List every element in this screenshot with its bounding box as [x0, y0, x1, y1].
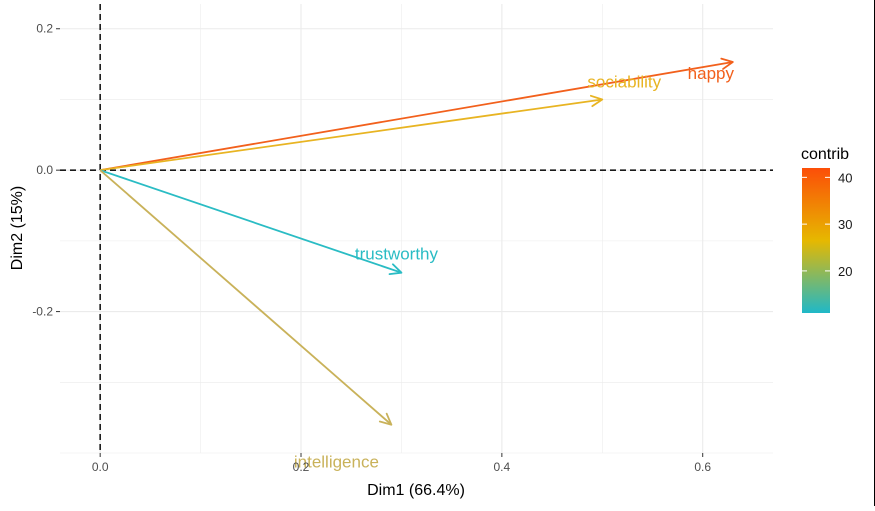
y-tick-label: -0.2	[32, 305, 53, 319]
arrow-trustworthy	[99, 169, 402, 274]
arrow-happy	[100, 61, 733, 172]
arrowhead-happy	[720, 57, 734, 70]
legend-tick-label: 40	[838, 170, 852, 185]
arrowhead-sociability	[589, 94, 604, 108]
legend-tick-label: 20	[838, 264, 852, 279]
x-tick-label: 0.6	[694, 460, 711, 474]
plot-panel	[60, 4, 773, 453]
legend-colorbar	[802, 168, 830, 313]
reference-lines	[60, 4, 773, 453]
x-axis-title: Dim1 (66.4%)	[367, 482, 465, 499]
y-axis-title: Dim2 (15%)	[9, 186, 26, 270]
y-tick-label: 0.0	[36, 163, 53, 177]
arrowhead-intelligence	[378, 412, 393, 426]
legend: contrib 20 30 40	[801, 146, 852, 313]
grid	[60, 4, 773, 454]
x-tick-label: 0.0	[92, 460, 109, 474]
x-tick-label: 0.2	[293, 460, 310, 474]
y-tick-label: 0.2	[36, 22, 53, 36]
label-trustworthy: trustworthy	[355, 245, 439, 264]
label-intelligence: intelligence	[294, 453, 379, 472]
legend-title: contrib	[801, 146, 849, 163]
label-happy: happy	[688, 64, 735, 83]
arrow-intelligence	[99, 169, 392, 426]
legend-tick-label: 30	[838, 217, 852, 232]
variable-arrows	[99, 57, 734, 426]
arrowhead-trustworthy	[388, 263, 403, 276]
arrow-sociability	[100, 98, 603, 172]
x-tick-label: 0.4	[494, 460, 511, 474]
axes: 0.0 0.2 0.4 0.6 0.2 0.0 -0.2	[32, 22, 711, 474]
variable-labels: happy sociability trustworthy intelligence	[294, 64, 735, 472]
label-sociability: sociability	[587, 72, 661, 91]
